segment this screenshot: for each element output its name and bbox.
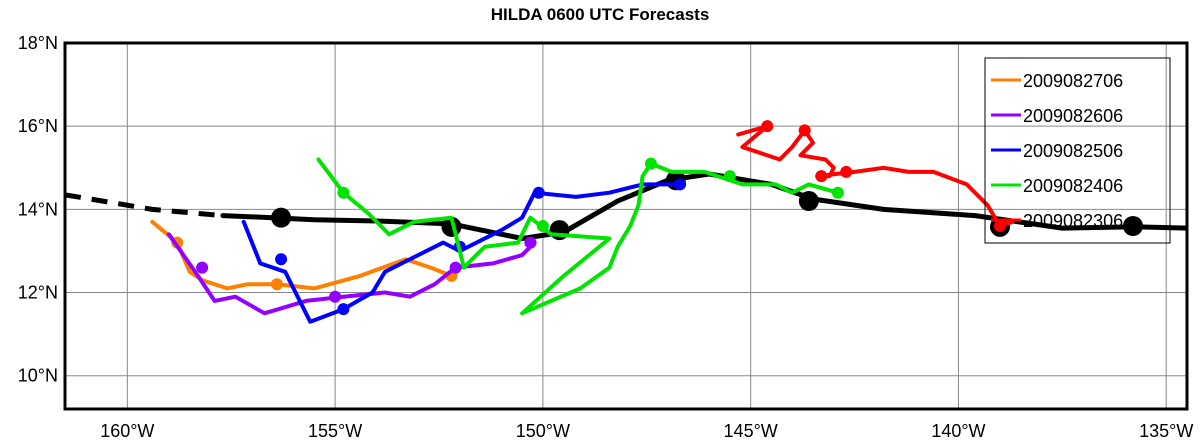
series-marker-2009082306: [994, 220, 1006, 232]
y-tick-label: 12°N: [18, 283, 58, 303]
plot-frame: [63, 41, 1189, 411]
best-track-marker: [798, 191, 819, 212]
x-tick-label: 160°W: [100, 421, 154, 441]
best-track-dashed-line: [65, 192, 224, 219]
series-marker-2009082606: [524, 236, 537, 249]
series-marker-2009082706: [270, 278, 283, 291]
best-track-marker: [271, 207, 292, 228]
series-marker-2009082606: [196, 261, 209, 274]
x-tick-label: 150°W: [516, 421, 570, 441]
series-marker-2009082406: [831, 186, 844, 199]
y-tick-label: 16°N: [18, 116, 58, 136]
series-marker-2009082406: [337, 186, 350, 199]
series-marker-2009082406: [536, 220, 549, 232]
series-marker-2009082506: [532, 186, 545, 199]
grid-lines: [65, 43, 1187, 409]
axis-ticks: 160°W 155°W 150°W 145°W 140°W 135°W 10°N 12°N 14…: [18, 33, 1194, 441]
series-line-2009082606: [166, 232, 537, 316]
legend-box: [984, 57, 1171, 244]
series-line-2009082306: [736, 124, 1015, 228]
legend-label: 2009082706: [1023, 71, 1123, 91]
legend-label: 2009082406: [1023, 176, 1123, 196]
series-marker-2009082406: [644, 157, 657, 170]
series-line-2009082706: [150, 219, 454, 291]
x-tick-label: 145°W: [724, 421, 778, 441]
y-tick-label: 14°N: [18, 199, 58, 219]
y-tick-label: 18°N: [18, 33, 58, 53]
x-tick-label: 135°W: [1139, 421, 1193, 441]
series-marker-2009082306: [761, 120, 774, 133]
series-marker-2009082606: [329, 290, 342, 303]
legend-label: 2009082306: [1023, 211, 1123, 231]
series-marker-2009082506: [674, 178, 687, 191]
legend-label: 2009082506: [1023, 141, 1123, 161]
legend-label: 2009082606: [1023, 106, 1123, 126]
series-marker-2009082506: [275, 253, 288, 266]
series-marker-2009082306: [840, 165, 853, 178]
series-line-2009082506: [241, 182, 687, 324]
series-marker-2009082306: [815, 170, 828, 183]
series-marker-2009082506: [337, 303, 350, 316]
chart-title: HILDA 0600 UTC Forecasts: [491, 5, 710, 24]
series-line-2009082406: [316, 157, 840, 316]
x-tick-label: 140°W: [931, 421, 985, 441]
legend: 2009082706 2009082606 2009082506 2009082406…: [984, 57, 1171, 244]
series-marker-2009082606: [449, 261, 462, 274]
x-tick-label: 155°W: [308, 421, 362, 441]
best-track-marker: [1122, 216, 1143, 236]
series-marker-2009082406: [723, 170, 736, 183]
y-tick-label: 10°N: [18, 366, 58, 386]
series-marker-2009082306: [798, 124, 811, 137]
